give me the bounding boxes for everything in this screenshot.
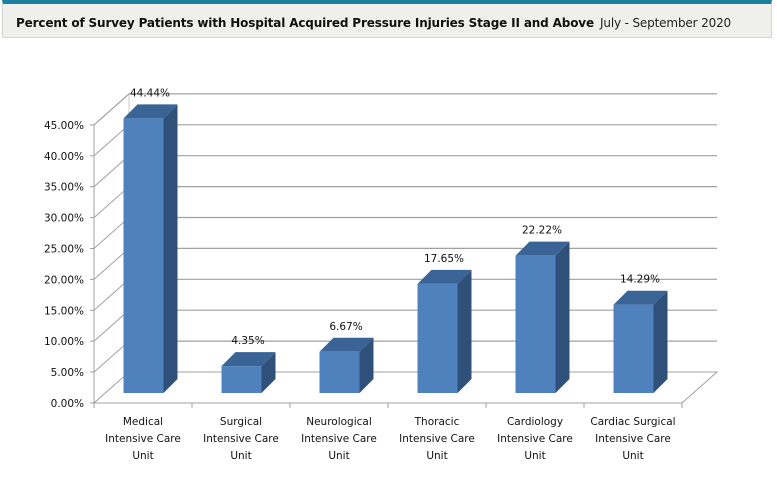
bar-front [613,304,654,393]
x-category-label-line: Unit [132,450,153,462]
bar [221,352,276,393]
gridline-diagonal [93,93,130,126]
x-category-label-line: Unit [426,450,447,462]
y-axis-ticks: 0.00% 5.00% 10.00% 15.00% 20.00% 25.00% 30.00%… [44,120,94,410]
y-tick-label: 45.00% [44,120,84,132]
y-tick-label: 30.00% [44,213,84,225]
bar [123,104,178,393]
x-category-label: Cardiology Intensive Care Unit [497,416,573,462]
data-label: 14.29% [620,274,660,286]
bar-top [613,290,668,305]
x-category-label-line: Intensive Care [301,433,377,445]
bar-top [221,352,276,367]
chart-period: July - September 2020 [599,16,732,30]
bar-top [123,104,178,119]
gridline-diagonal [93,278,130,311]
bar [613,290,668,393]
y-tick-label: 20.00% [44,274,84,286]
bar-side [653,290,668,393]
x-category-label: Thoracic Intensive Care Unit [399,416,475,462]
x-category-label-line: Neurological [306,416,372,428]
y-tick-label: 35.00% [44,182,84,194]
bar-front [515,255,556,393]
data-label: 4.35% [231,335,264,347]
y-tick-label: 15.00% [44,305,84,317]
gridline-diagonal [93,155,130,188]
y-tick-label: 40.00% [44,151,84,163]
data-label: 22.22% [522,225,562,237]
bar-front [123,118,164,393]
bar-side [457,269,472,393]
x-category-label-line: Cardiac Surgical [590,416,675,428]
gridline-diagonal [93,186,130,218]
bar-top [515,241,570,256]
x-category-label-line: Unit [524,450,545,462]
x-category-label-line: Unit [622,450,643,462]
x-category-label-line: Surgical [220,416,262,428]
x-category-label: Surgical Intensive Care Unit [203,416,279,462]
x-category-label: Neurological Intensive Care Unit [301,416,377,462]
x-category-label: Medical Intensive Care Unit [105,416,181,462]
x-category-label-line: Intensive Care [203,433,279,445]
x-category-label-line: Cardiology [507,416,563,428]
y-tick-label: 25.00% [44,244,84,256]
gridline-diagonal [93,124,130,157]
gridline-diagonal [93,340,130,373]
x-axis: Medical Intensive Care Unit Surgical Intensi… [93,403,683,462]
bar [319,337,374,393]
bars [123,104,668,393]
x-category-label-line: Intensive Care [105,433,181,445]
x-category-label-line: Intensive Care [399,433,475,445]
data-label: 17.65% [424,253,464,265]
chart-title: Percent of Survey Patients with Hospital… [16,16,731,30]
gridline-diagonal [93,248,130,280]
bar-front [221,366,262,393]
x-category-label-line: Unit [328,450,349,462]
gridline-diagonal [93,217,130,249]
chart-header: Percent of Survey Patients with Hospital… [2,0,772,38]
x-category-label-line: Thoracic [414,416,460,428]
data-label: 6.67% [329,321,362,333]
x-category-label-line: Intensive Care [595,433,671,445]
x-category-label-line: Intensive Care [497,433,573,445]
chart-title-text: Percent of Survey Patients with Hospital… [16,16,594,30]
bar-side [359,337,374,393]
gridline-diagonal [93,309,130,342]
x-category-label: Cardiac Surgical Intensive Care Unit [590,416,675,462]
data-labels: 44.44% 4.35% 6.67% 17.65% 22.22% 14.29% [130,87,660,347]
bar [417,269,472,393]
y-tick-label: 0.00% [51,398,84,410]
bar-side [163,104,178,393]
bar-front [319,351,360,393]
bar-top [417,269,472,284]
gridlines [93,93,717,373]
x-category-label-line: Unit [230,450,251,462]
data-label: 44.44% [130,87,170,99]
y-tick-label: 10.00% [44,336,84,348]
y-tick-label: 5.00% [51,367,84,379]
bar [515,241,570,393]
bar-top [319,337,374,352]
bar-front [417,283,458,393]
bar-side [261,352,276,393]
x-category-label-line: Medical [123,416,163,428]
bar-side [555,241,570,393]
